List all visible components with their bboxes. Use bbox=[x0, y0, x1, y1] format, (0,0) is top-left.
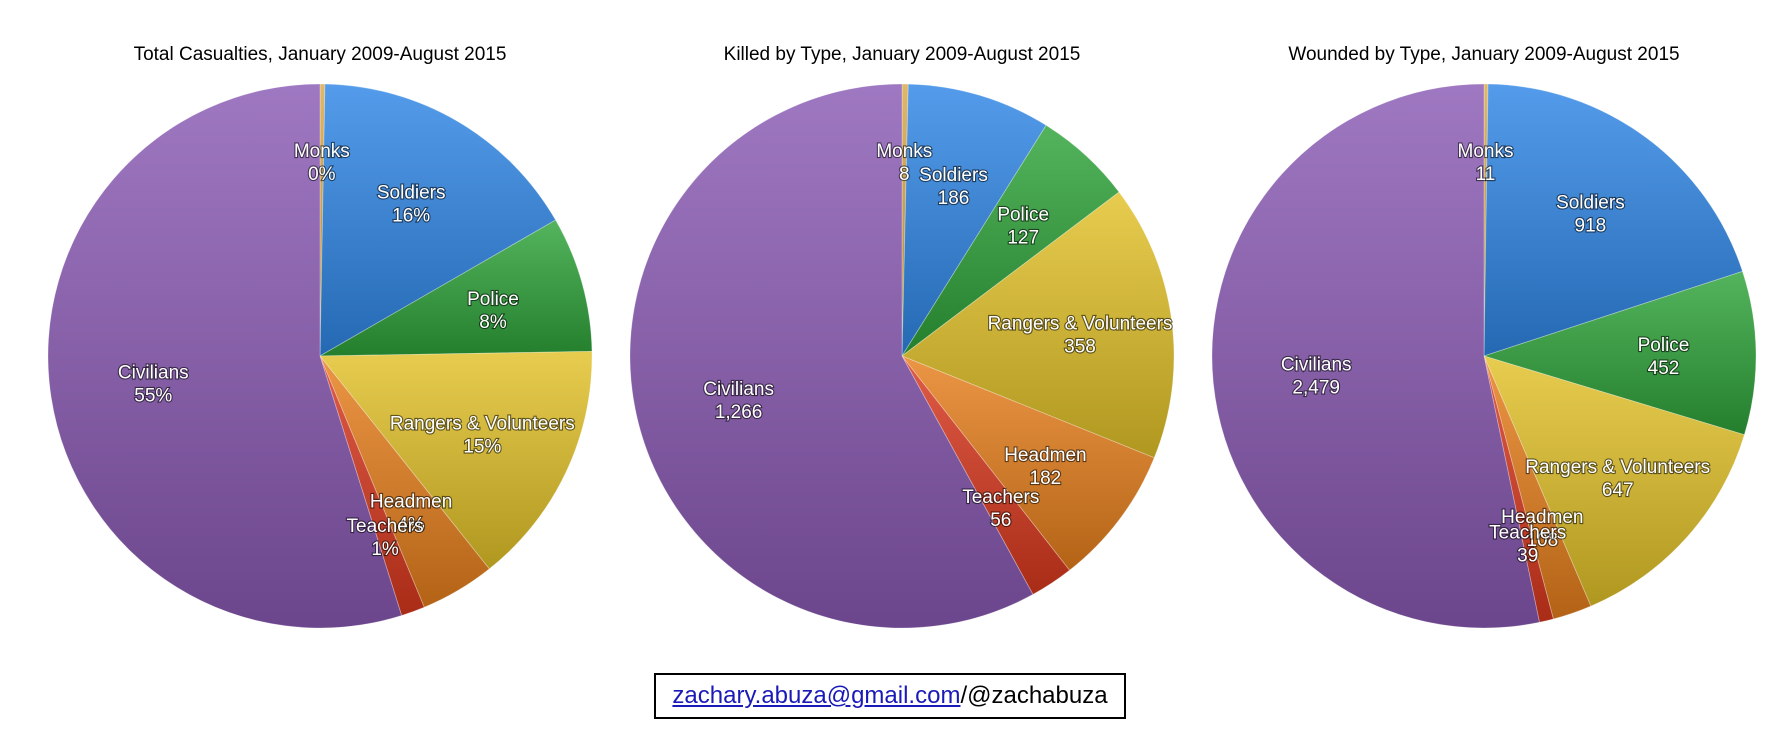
chart-title: Killed by Type, January 2009-August 2015 bbox=[724, 44, 1081, 65]
slice-label-soldiers: Soldiers 16% bbox=[377, 182, 446, 226]
slice-civilians bbox=[1211, 83, 1540, 629]
slice-teachers bbox=[1483, 355, 1554, 623]
slice-label-police: Police 8% bbox=[467, 289, 519, 333]
slice-label-headmen: Headmen 182 bbox=[1004, 445, 1086, 489]
pie-chart-2: Killed by Type, January 2009-August 2015… bbox=[629, 44, 1175, 629]
slice-label-rangers-volunteers: Rangers & Volunteers 647 bbox=[1525, 457, 1710, 501]
slice-label-rangers-volunteers: Rangers & Volunteers 15% bbox=[390, 414, 575, 458]
slice-monks bbox=[1483, 83, 1489, 357]
chart-title: Total Casualties, January 2009-August 20… bbox=[134, 44, 507, 65]
slice-soldiers bbox=[1483, 83, 1743, 357]
slice-soldiers bbox=[319, 83, 557, 357]
slice-civilians bbox=[629, 83, 1034, 629]
slice-label-civilians: Civilians 2,479 bbox=[1281, 354, 1352, 398]
slice-label-soldiers: Soldiers 918 bbox=[1556, 192, 1625, 236]
slice-label-teachers: Teachers 56 bbox=[962, 487, 1039, 531]
twitter-handle: /@zachabuza bbox=[960, 682, 1108, 709]
slice-label-monks: Monks 8 bbox=[876, 141, 932, 185]
slice-civilians bbox=[47, 83, 403, 629]
pie-chart-3: Wounded by Type, January 2009-August 201… bbox=[1211, 44, 1757, 629]
slice-headmen bbox=[1483, 355, 1592, 620]
slice-label-civilians: Civilians 1,266 bbox=[703, 379, 774, 423]
slice-police bbox=[901, 124, 1120, 357]
slice-label-teachers: Teachers 39 bbox=[1489, 522, 1566, 566]
slice-label-monks: Monks 11 bbox=[1458, 141, 1514, 185]
slice-label-headmen: Headmen 4% bbox=[370, 492, 452, 536]
slice-label-rangers-volunteers: Rangers & Volunteers 358 bbox=[988, 313, 1173, 357]
slice-label-civilians: Civilians 55% bbox=[118, 363, 189, 407]
slice-rangers-volunteers bbox=[319, 350, 593, 570]
slice-rangers-volunteers bbox=[1483, 355, 1745, 607]
slice-soldiers bbox=[901, 83, 1047, 358]
chart-title: Wounded by Type, January 2009-August 201… bbox=[1288, 44, 1679, 65]
email-link[interactable]: zachary.abuza@gmail.com bbox=[672, 682, 961, 709]
slice-headmen bbox=[319, 355, 490, 608]
slice-monks bbox=[901, 83, 909, 357]
slice-police bbox=[318, 219, 593, 357]
slice-teachers bbox=[319, 355, 425, 616]
slice-label-police: Police 452 bbox=[1638, 335, 1690, 379]
slice-police bbox=[1482, 270, 1757, 436]
slice-teachers bbox=[901, 355, 1071, 595]
slice-label-teachers: Teachers 1% bbox=[347, 516, 424, 560]
slice-label-soldiers: Soldiers 186 bbox=[919, 165, 988, 209]
slice-headmen bbox=[900, 355, 1155, 571]
slice-label-police: Police 127 bbox=[997, 205, 1049, 249]
slice-label-headmen: Headmen 108 bbox=[1501, 507, 1583, 551]
slice-label-monks: Monks 0% bbox=[294, 141, 350, 185]
slice-monks bbox=[319, 83, 326, 357]
pie-chart-1: Total Casualties, January 2009-August 20… bbox=[47, 44, 593, 629]
credit-box: zachary.abuza@gmail.com/@zachabuza bbox=[654, 673, 1126, 719]
slice-rangers-volunteers bbox=[901, 191, 1175, 459]
